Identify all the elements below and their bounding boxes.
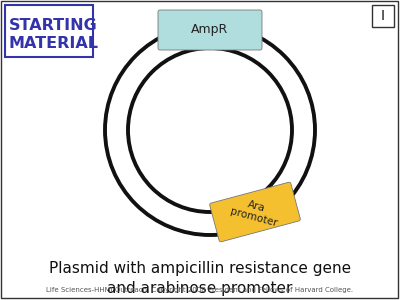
Text: AmpR: AmpR xyxy=(191,23,229,37)
Text: Plasmid with ampicillin resistance gene
and arabinose promoter: Plasmid with ampicillin resistance gene … xyxy=(49,261,351,296)
Text: I: I xyxy=(381,9,385,23)
FancyBboxPatch shape xyxy=(210,182,300,242)
Text: Life Sciences-HHMI Outreach. Copyright 2008 President and Fellows of Harvard Col: Life Sciences-HHMI Outreach. Copyright 2… xyxy=(46,287,354,293)
Text: Ara
promoter: Ara promoter xyxy=(229,195,281,229)
FancyBboxPatch shape xyxy=(158,10,262,50)
Text: STARTING
MATERIAL: STARTING MATERIAL xyxy=(9,18,99,51)
